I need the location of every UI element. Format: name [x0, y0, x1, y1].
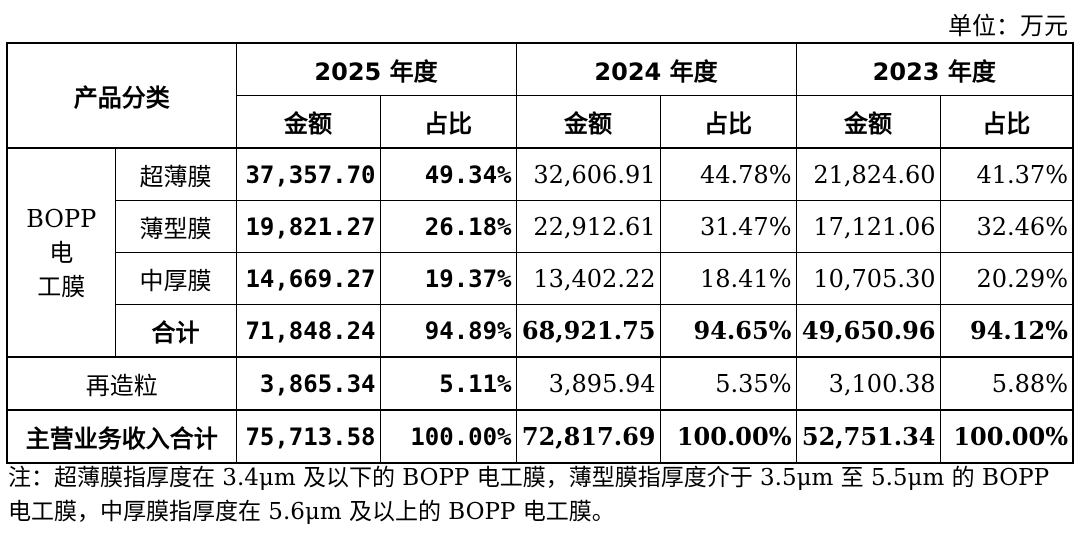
group-label-line1: BOPP 电: [26, 204, 97, 267]
cell-ratio-2024: 18.41%: [659, 252, 797, 305]
total-row: 主营业务收入合计 75,713.58 100.00% 72,817.69 100…: [6, 409, 1074, 464]
cell-ratio-2023: 5.88%: [939, 356, 1074, 411]
cell-amount-2024: 68,921.75: [515, 304, 661, 358]
cell-amount-2023: 17,121.06: [795, 200, 941, 253]
recycled-name: 再造粒: [6, 356, 237, 411]
row-name: 中厚膜: [114, 252, 237, 305]
cell-amount-2025: 75,713.58: [235, 409, 381, 464]
header-year-2023: 2023 年度: [795, 42, 1074, 96]
recycled-row: 再造粒 3,865.34 5.11% 3,895.94 5.35% 3,100.…: [6, 356, 1074, 411]
cell-amount-2025: 19,821.27: [235, 200, 381, 253]
table-row: 薄型膜 19,821.27 26.18% 22,912.61 31.47% 17…: [7, 200, 1074, 253]
header-amount-2023: 金额: [795, 95, 941, 149]
cell-ratio-2023: 32.46%: [939, 200, 1074, 253]
row-name: 超薄膜: [114, 147, 237, 201]
cell-ratio-2023: 94.12%: [939, 304, 1074, 358]
cell-ratio-2024: 94.65%: [659, 304, 797, 358]
cell-amount-2023: 3,100.38: [795, 356, 941, 411]
cell-amount-2024: 3,895.94: [515, 356, 661, 411]
cell-ratio-2025: 26.18%: [379, 200, 517, 253]
cell-ratio-2025: 5.11%: [379, 356, 517, 411]
cell-amount-2024: 22,912.61: [515, 200, 661, 253]
header-ratio-2024: 占比: [659, 95, 797, 149]
cell-ratio-2025: 19.37%: [379, 252, 517, 305]
cell-ratio-2023: 41.37%: [939, 147, 1074, 201]
cell-amount-2023: 52,751.34: [795, 409, 941, 464]
table-row: 中厚膜 14,669.27 19.37% 13,402.22 18.41% 10…: [7, 252, 1074, 305]
subtotal-row: 合计 71,848.24 94.89% 68,921.75 94.65% 49,…: [7, 304, 1074, 358]
cell-ratio-2025: 94.89%: [379, 304, 517, 358]
cell-ratio-2024: 44.78%: [659, 147, 797, 201]
table-row: BOPP 电 工膜 超薄膜 37,357.70 49.34% 32,606.91…: [6, 147, 1074, 358]
footnote: 注：超薄膜指厚度在 3.4μm 及以下的 BOPP 电工膜，薄型膜指厚度介于 3…: [8, 465, 1050, 525]
cell-amount-2025: 71,848.24: [235, 304, 381, 358]
header-row-years: 产品分类 2025 年度 2024 年度 2023 年度: [6, 42, 1074, 149]
header-year-2025: 2025 年度: [235, 42, 517, 96]
header-ratio-2025: 占比: [379, 95, 517, 149]
cell-ratio-2024: 100.00%: [659, 409, 797, 464]
row-name: 薄型膜: [114, 200, 237, 253]
cell-ratio-2025: 100.00%: [379, 409, 517, 464]
header-amount-2024: 金额: [515, 95, 661, 149]
group-label: BOPP 电 工膜: [6, 147, 116, 358]
cell-ratio-2024: 31.47%: [659, 200, 797, 253]
cell-amount-2023: 49,650.96: [795, 304, 941, 358]
total-name: 主营业务收入合计: [6, 409, 237, 464]
header-year-2024: 2024 年度: [515, 42, 797, 96]
cell-amount-2025: 3,865.34: [235, 356, 381, 411]
cell-amount-2024: 32,606.91: [515, 147, 661, 201]
revenue-table: 产品分类 2025 年度 2024 年度 2023 年度 金额 占比 金额 占比…: [6, 42, 1074, 464]
unit-label: 单位：万元: [948, 12, 1068, 40]
cell-amount-2025: 37,357.70: [235, 147, 381, 201]
cell-amount-2023: 10,705.30: [795, 252, 941, 305]
cell-amount-2025: 14,669.27: [235, 252, 381, 305]
cell-amount-2023: 21,824.60: [795, 147, 941, 201]
header-ratio-2023: 占比: [939, 95, 1074, 149]
header-amount-2025: 金额: [235, 95, 381, 149]
group-label-line2: 工膜: [37, 272, 86, 301]
subtotal-name: 合计: [114, 304, 237, 358]
cell-ratio-2025: 49.34%: [379, 147, 517, 201]
cell-ratio-2023: 100.00%: [939, 409, 1074, 464]
cell-ratio-2024: 5.35%: [659, 356, 797, 411]
cell-amount-2024: 13,402.22: [515, 252, 661, 305]
cell-amount-2024: 72,817.69: [515, 409, 661, 464]
header-category: 产品分类: [6, 42, 237, 149]
cell-ratio-2023: 20.29%: [939, 252, 1074, 305]
